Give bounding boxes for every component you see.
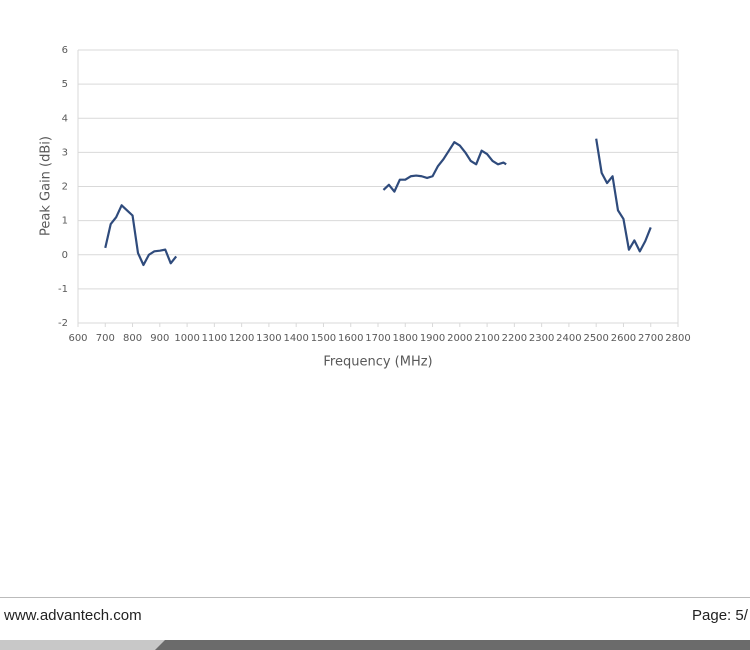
y-tick-label: 6	[62, 45, 68, 56]
x-tick-label: 1200	[229, 333, 254, 344]
x-tick-label: 1900	[420, 333, 445, 344]
footer-band	[0, 640, 750, 650]
x-tick-label: 1700	[365, 333, 390, 344]
x-tick-label: 1600	[338, 333, 363, 344]
x-tick-label: 2100	[474, 333, 499, 344]
x-tick-label: 600	[68, 333, 87, 344]
x-tick-label: 800	[123, 333, 142, 344]
x-tick-label: 2800	[665, 333, 690, 344]
y-tick-label: 3	[62, 147, 68, 158]
footer-rule	[0, 597, 750, 598]
y-tick-label: -2	[58, 318, 68, 329]
x-tick-label: 2400	[556, 333, 581, 344]
x-tick-label: 900	[150, 333, 169, 344]
y-tick-label: 0	[62, 250, 68, 261]
footer-page: Page: 5/	[692, 607, 748, 624]
x-tick-label: 1300	[256, 333, 281, 344]
y-tick-label: 1	[62, 216, 68, 227]
x-tick-label: 1500	[311, 333, 336, 344]
x-tick-label: 2300	[529, 333, 554, 344]
footer-url: www.advantech.com	[4, 607, 142, 624]
x-tick-label: 2600	[611, 333, 636, 344]
data-line	[104, 138, 652, 267]
x-tick-label: 1800	[393, 333, 418, 344]
x-tick-label: 1100	[202, 333, 227, 344]
y-tick-label: 2	[62, 182, 68, 193]
x-tick-label: 700	[96, 333, 115, 344]
x-tick-label: 2000	[447, 333, 472, 344]
x-tick-label: 2700	[638, 333, 663, 344]
x-axis-label: Frequency (MHz)	[323, 355, 432, 370]
chart: Frequency (MHz) Peak Gain (dBi) -2-10123…	[39, 45, 691, 370]
y-axis-label: Peak Gain (dBi)	[39, 136, 54, 236]
y-tick-label: -1	[58, 284, 68, 295]
x-tick-label: 2500	[583, 333, 608, 344]
x-tick-label: 1400	[283, 333, 308, 344]
x-tick-label: 1000	[174, 333, 199, 344]
x-tick-label: 2200	[502, 333, 527, 344]
y-tick-label: 4	[62, 113, 68, 124]
y-tick-label: 5	[62, 79, 68, 90]
